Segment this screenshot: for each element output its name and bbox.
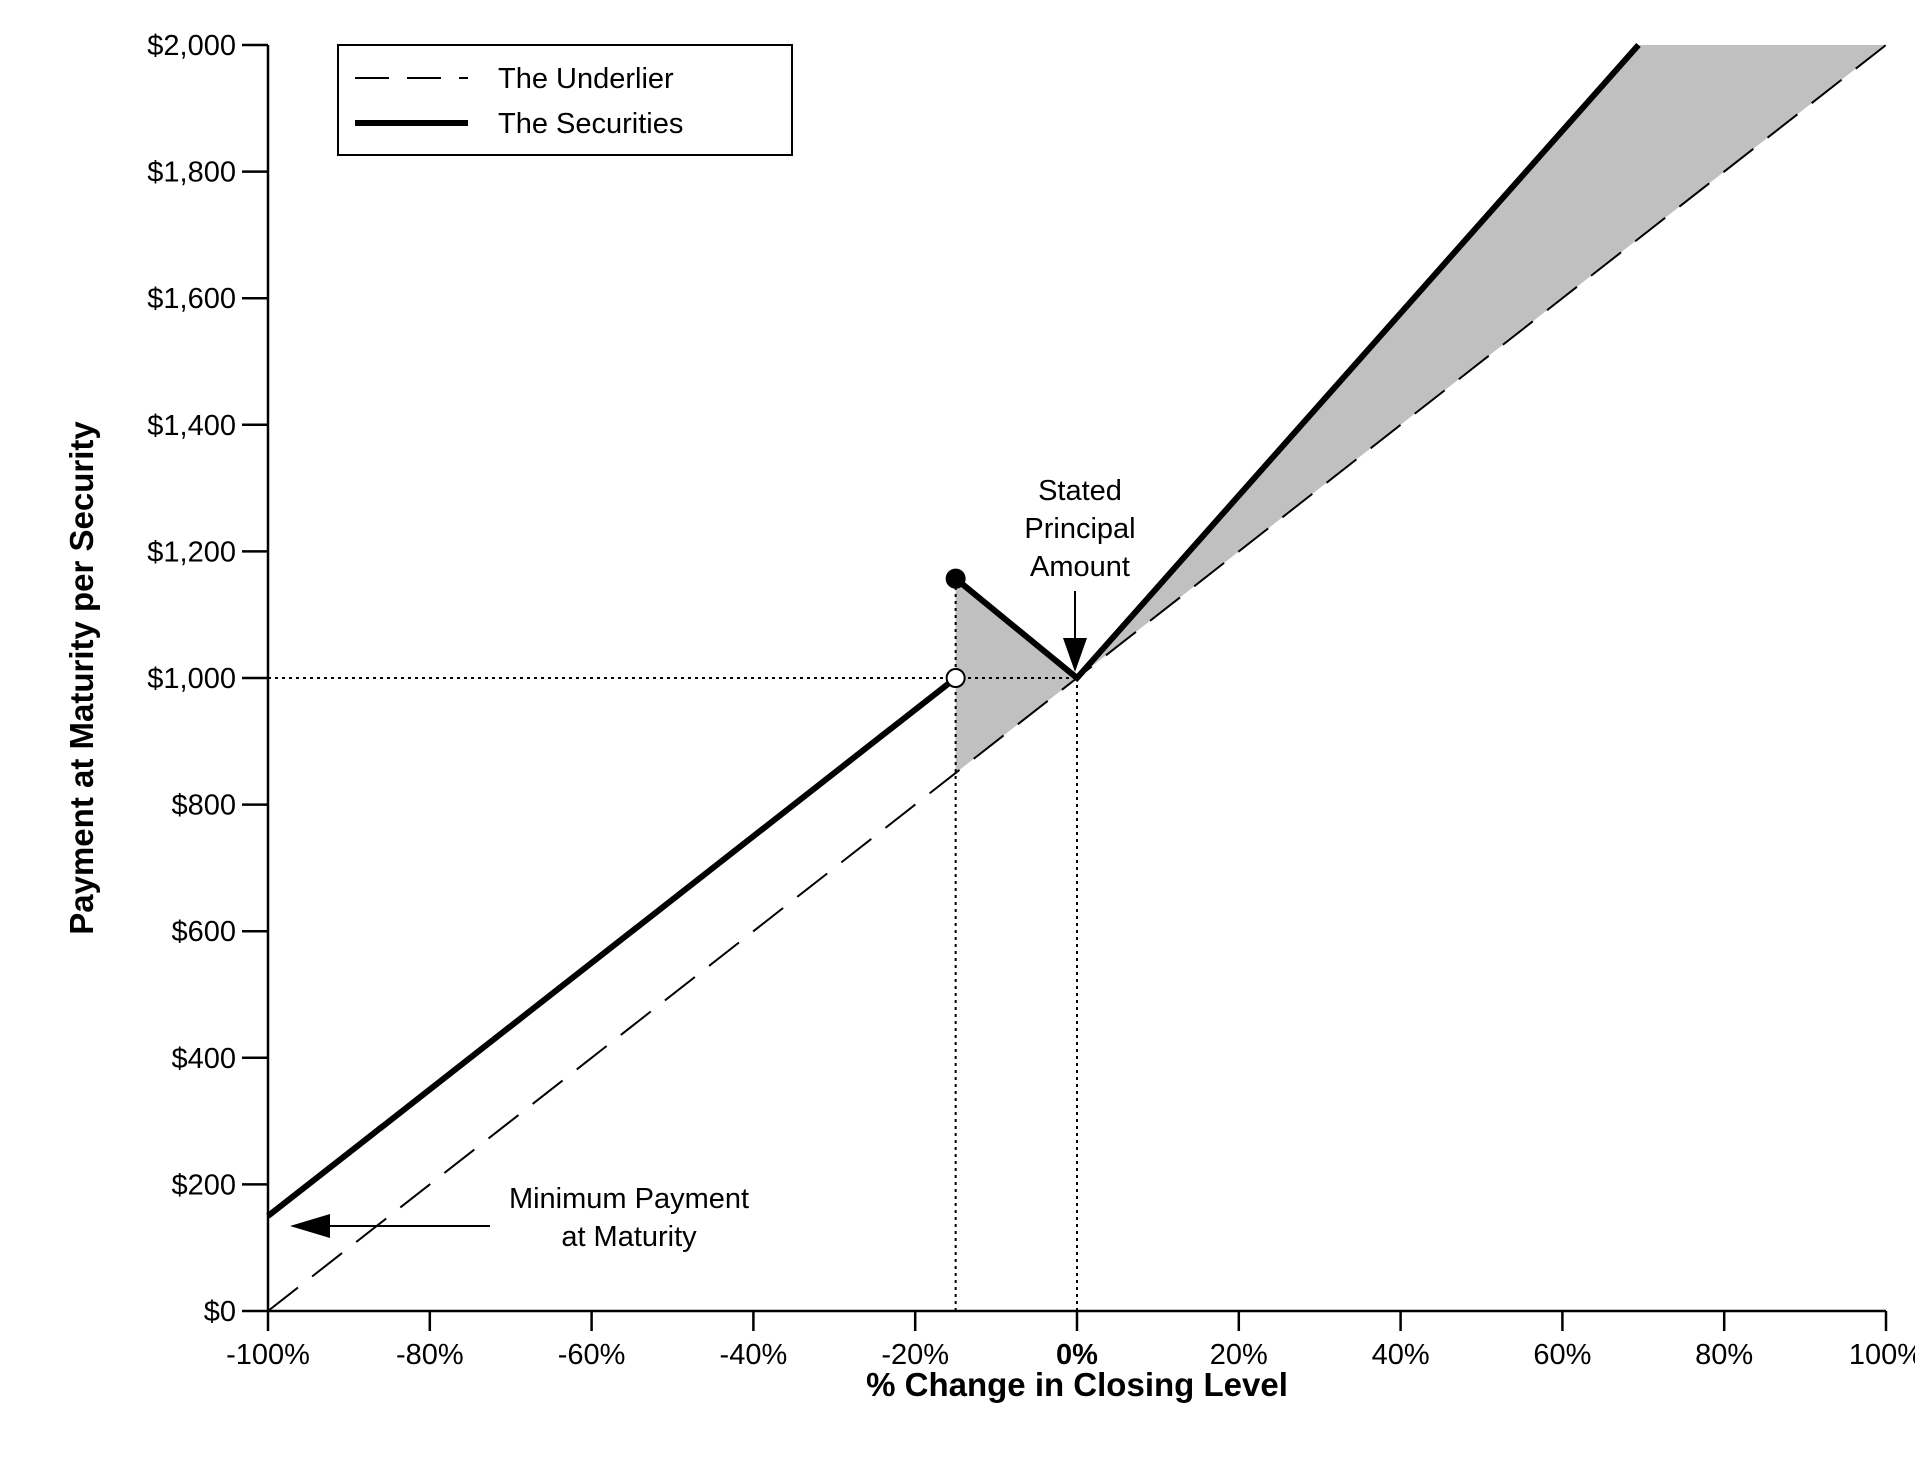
annotation-minimum-payment-text: Minimum Payment: [509, 1183, 749, 1215]
annotation-stated-principal-arrow-head: [1063, 638, 1087, 672]
axes: $0 $200 $400 $600 $800 $1,000 $1,200 $1,400 $1,6…: [147, 30, 1915, 1371]
x-tick-label: 60%: [1533, 1339, 1591, 1371]
x-tick-label: 40%: [1372, 1339, 1430, 1371]
y-axis-title: Payment at Maturity per Security: [63, 421, 100, 935]
x-tick-label: 20%: [1210, 1339, 1268, 1371]
legend-label-underlier: The Underlier: [498, 63, 674, 95]
y-tick-label: $1,400: [147, 410, 236, 442]
y-tick-label: $600: [171, 916, 236, 948]
x-tick-label: 0%: [1056, 1339, 1098, 1371]
y-tick-label: $1,200: [147, 536, 236, 568]
x-axis-title: % Change in Closing Level: [866, 1366, 1288, 1403]
x-tick-label: 100%: [1849, 1339, 1915, 1371]
securities-line-segment-1: [953, 43, 1641, 683]
x-tick-label: 80%: [1695, 1339, 1753, 1371]
securities-line-segment-0: [266, 675, 958, 1219]
y-tick-label: $200: [171, 1169, 236, 1201]
legend: The Underlier The Securities: [337, 44, 793, 156]
point-markers: [945, 568, 966, 688]
x-tick-label: -80%: [396, 1339, 464, 1371]
y-tick-label: $1,800: [147, 157, 236, 189]
annotation-minimum-payment-arrow-head: [290, 1214, 330, 1239]
x-tick-label: -20%: [881, 1339, 949, 1371]
legend-box: [337, 44, 793, 156]
filled-point-marker: [945, 568, 966, 589]
legend-label-securities: The Securities: [498, 108, 683, 140]
annotation-stated-principal-text: Stated: [1038, 475, 1122, 507]
x-tick-label: -100%: [226, 1339, 310, 1371]
y-tick-label: $800: [171, 790, 236, 822]
series-lines: [266, 43, 1887, 1312]
annotation-stated-principal-text: Principal: [1024, 513, 1135, 545]
x-tick-label: -60%: [558, 1339, 626, 1371]
reference-lines: [268, 578, 1078, 1311]
y-tick-label: $0: [204, 1296, 236, 1328]
y-tick-label: $2,000: [147, 30, 236, 62]
y-tick-label: $1,000: [147, 663, 236, 695]
open-point-marker: [945, 668, 966, 688]
y-tick-label: $400: [171, 1043, 236, 1075]
x-tick-label: -40%: [720, 1339, 788, 1371]
shaded-region-0: [955, 578, 1077, 773]
annotations: Stated Principal Amount Minimum Payment at M…: [290, 475, 1136, 1253]
y-tick-label: $1,600: [147, 283, 236, 315]
annotation-stated-principal-text: Amount: [1030, 551, 1130, 583]
annotation-minimum-payment-text: at Maturity: [561, 1221, 697, 1253]
